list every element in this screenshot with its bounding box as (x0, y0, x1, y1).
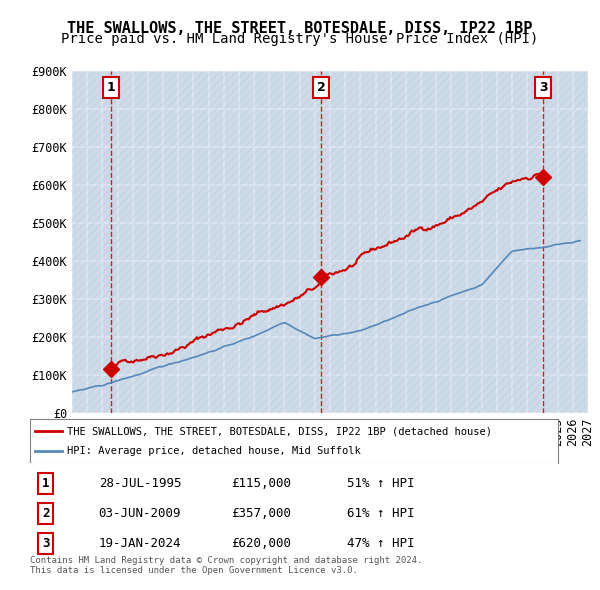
Bar (254, 71, 262, 413)
Bar (103, 71, 110, 413)
Bar (163, 71, 170, 413)
Text: £115,000: £115,000 (230, 477, 290, 490)
Bar (527, 71, 535, 413)
Bar (512, 71, 520, 413)
Bar (209, 71, 216, 413)
Bar (376, 71, 383, 413)
Text: 03-JUN-2009: 03-JUN-2009 (98, 507, 181, 520)
Bar (361, 71, 368, 413)
Bar (573, 71, 580, 413)
Bar (224, 71, 232, 413)
Bar (482, 71, 490, 413)
Text: 1: 1 (42, 477, 50, 490)
Bar (421, 71, 428, 413)
Text: THE SWALLOWS, THE STREET, BOTESDALE, DISS, IP22 1BP: THE SWALLOWS, THE STREET, BOTESDALE, DIS… (67, 21, 533, 35)
Bar (72, 71, 80, 413)
Bar (467, 71, 474, 413)
Bar (391, 71, 398, 413)
Bar (178, 71, 186, 413)
Bar (588, 71, 596, 413)
Bar (451, 71, 459, 413)
Text: £357,000: £357,000 (230, 507, 290, 520)
Text: 19-JAN-2024: 19-JAN-2024 (98, 537, 181, 550)
Text: THE SWALLOWS, THE STREET, BOTESDALE, DISS, IP22 1BP (detached house): THE SWALLOWS, THE STREET, BOTESDALE, DIS… (67, 427, 492, 436)
Bar (269, 71, 277, 413)
Bar (87, 71, 95, 413)
Text: 51% ↑ HPI: 51% ↑ HPI (347, 477, 415, 490)
Bar (497, 71, 505, 413)
Text: HPI: Average price, detached house, Mid Suffolk: HPI: Average price, detached house, Mid … (67, 446, 361, 455)
Bar (315, 71, 322, 413)
Bar (557, 71, 565, 413)
Bar (284, 71, 292, 413)
Bar (330, 71, 338, 413)
Bar (299, 71, 307, 413)
Text: Price paid vs. HM Land Registry's House Price Index (HPI): Price paid vs. HM Land Registry's House … (61, 32, 539, 47)
Text: 47% ↑ HPI: 47% ↑ HPI (347, 537, 415, 550)
Bar (193, 71, 201, 413)
Bar (542, 71, 550, 413)
Bar (406, 71, 413, 413)
Bar (436, 71, 444, 413)
Text: 3: 3 (539, 81, 548, 94)
Bar (133, 71, 140, 413)
Text: 2: 2 (42, 507, 50, 520)
Text: Contains HM Land Registry data © Crown copyright and database right 2024.
This d: Contains HM Land Registry data © Crown c… (30, 556, 422, 575)
Text: 3: 3 (42, 537, 50, 550)
Text: 28-JUL-1995: 28-JUL-1995 (98, 477, 181, 490)
Text: 2: 2 (317, 81, 326, 94)
Bar (239, 71, 247, 413)
Bar (118, 71, 125, 413)
Text: 61% ↑ HPI: 61% ↑ HPI (347, 507, 415, 520)
Text: 1: 1 (107, 81, 115, 94)
Bar (148, 71, 155, 413)
Bar (345, 71, 353, 413)
Text: £620,000: £620,000 (230, 537, 290, 550)
